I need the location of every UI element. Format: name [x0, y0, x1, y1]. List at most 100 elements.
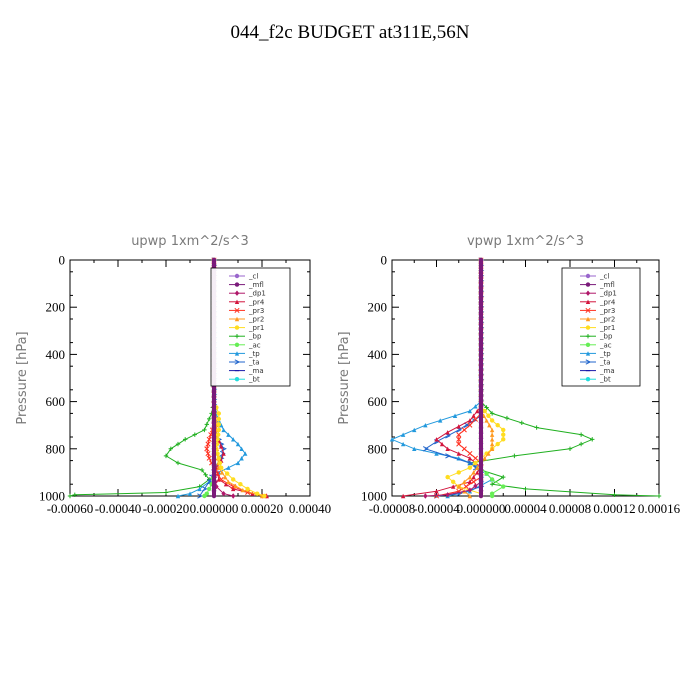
data-point	[467, 460, 474, 466]
data-point	[434, 437, 439, 442]
data-point	[478, 420, 484, 425]
data-point	[478, 415, 484, 420]
data-point	[211, 399, 217, 404]
data-point	[216, 456, 221, 461]
data-point	[475, 465, 480, 470]
data-point	[216, 427, 221, 433]
legend-label: _pr3	[248, 307, 264, 315]
data-point	[482, 456, 487, 461]
data-point	[501, 427, 506, 433]
data-point	[163, 490, 169, 495]
legend-label: _dp1	[599, 290, 617, 298]
legend-marker	[234, 316, 240, 322]
legend-label: _ta	[599, 359, 611, 367]
y-tick-label: 0	[59, 253, 66, 268]
data-point	[211, 451, 217, 457]
y-tick-label: 1000	[39, 489, 65, 504]
data-point	[487, 423, 492, 428]
legend-marker	[234, 325, 240, 330]
data-point	[445, 492, 450, 498]
legend-label: _pr1	[248, 324, 264, 332]
y-tick-label: 800	[46, 441, 66, 456]
data-point	[456, 484, 461, 489]
legend-label: _bt	[248, 376, 260, 384]
data-point	[216, 432, 221, 437]
legend-marker	[234, 377, 240, 382]
data-point	[472, 455, 478, 461]
legend-label: _dp1	[248, 290, 266, 298]
legend-label: _mfl	[599, 281, 615, 289]
data-point	[400, 441, 406, 447]
data-point	[467, 450, 473, 457]
data-point	[445, 474, 450, 480]
data-point	[478, 336, 484, 341]
data-point	[211, 472, 217, 478]
series-line	[424, 260, 482, 497]
data-point	[211, 415, 217, 420]
data-point	[486, 451, 491, 456]
data-point	[478, 373, 484, 378]
data-point	[204, 446, 210, 452]
data-point	[211, 457, 217, 462]
data-point	[478, 462, 484, 467]
legend-label: _bp	[248, 333, 262, 341]
data-point	[262, 493, 267, 499]
legend-label: _mfl	[248, 281, 264, 289]
legend-label: _pr3	[599, 307, 615, 315]
data-point	[226, 479, 231, 485]
y-tick-label: 0	[381, 253, 388, 268]
data-point	[489, 437, 495, 442]
legend-marker	[585, 299, 591, 304]
data-point	[478, 467, 484, 472]
data-point	[231, 477, 236, 482]
legend-marker	[585, 307, 591, 313]
data-point	[211, 420, 217, 425]
data-point	[423, 493, 428, 499]
data-point	[175, 441, 181, 447]
data-point	[495, 441, 500, 447]
series-line	[69, 260, 215, 497]
data-point	[226, 465, 231, 470]
data-point	[240, 487, 245, 493]
data-point	[478, 425, 484, 431]
data-point	[461, 446, 467, 452]
data-point	[211, 388, 217, 394]
data-point	[219, 470, 225, 475]
data-point	[211, 446, 217, 451]
legend-label: _pr2	[599, 316, 615, 324]
legend-label: _tp	[248, 350, 260, 358]
legend-marker	[585, 282, 591, 287]
data-point	[187, 491, 193, 496]
series-line	[403, 260, 482, 497]
legend-marker	[234, 359, 241, 365]
data-point	[471, 474, 476, 480]
data-point	[471, 413, 476, 418]
data-point	[211, 441, 217, 446]
data-point	[471, 479, 477, 485]
legend-label: _ma	[599, 367, 615, 375]
x-tick-label: 0.00012	[593, 501, 635, 516]
data-point	[467, 493, 473, 499]
legend-box	[561, 267, 641, 387]
data-point	[434, 489, 439, 494]
data-point	[489, 432, 495, 437]
chart-panel-2: vpwp 1xm^2/s^3 Pressure [hPa] 0 200 400 600 80…	[337, 234, 681, 516]
y-axis-label: Pressure [hPa]	[337, 331, 352, 424]
data-point	[478, 325, 484, 331]
data-point	[478, 436, 484, 441]
data-point	[238, 482, 243, 487]
data-point	[489, 411, 495, 416]
data-point	[504, 415, 510, 421]
y-tick-label: 400	[368, 347, 388, 362]
y-axis-label: Pressure [hPa]	[15, 331, 30, 424]
data-point	[255, 491, 260, 496]
data-point	[211, 404, 217, 410]
data-point	[519, 420, 524, 426]
data-point	[231, 493, 236, 499]
x-tick-label: 0.000000	[190, 501, 239, 516]
data-point	[400, 432, 406, 437]
data-point	[512, 453, 517, 459]
data-point	[462, 479, 467, 485]
data-point	[235, 441, 241, 447]
data-point	[434, 451, 439, 456]
